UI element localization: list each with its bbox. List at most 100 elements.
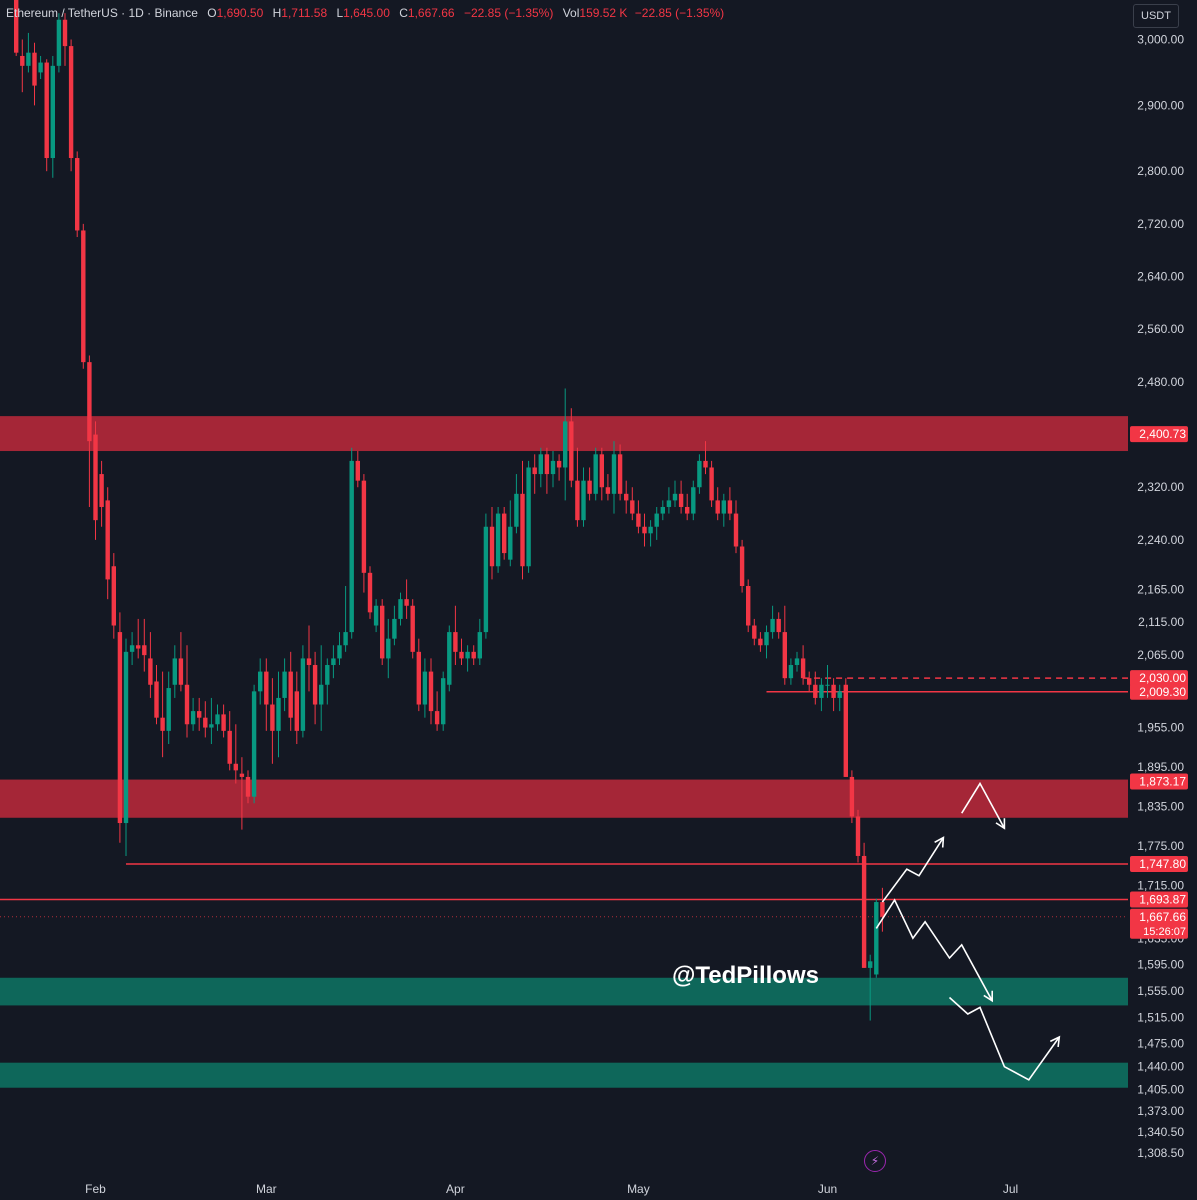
projection-arrowhead-0 (934, 836, 945, 848)
candle-body (178, 658, 184, 685)
open-label: O (207, 6, 217, 20)
candle-body (483, 526, 489, 633)
lightning-bolt-icon[interactable]: ⚡ (864, 1150, 886, 1172)
candle (117, 612, 123, 843)
candle-body (44, 62, 49, 159)
price-label-bg (1130, 855, 1188, 872)
price-label-bg (1130, 773, 1188, 790)
change-value: −22.85 (−1.35%) (463, 6, 554, 20)
candle-body (477, 632, 482, 659)
candle-body (636, 513, 641, 527)
price-label-text: 1,747.80 (1139, 857, 1186, 871)
candle (398, 592, 403, 626)
candle-body (264, 671, 269, 705)
candle (294, 671, 299, 745)
candle (386, 618, 391, 679)
candle (441, 671, 446, 731)
candle-body (514, 493, 519, 527)
candle-body (605, 487, 611, 494)
candle-body (575, 480, 580, 521)
close-label: C (399, 6, 408, 20)
candle (654, 506, 659, 540)
candle (538, 447, 543, 488)
y-tick-label: 1,715.00 (1137, 879, 1184, 893)
candle (697, 454, 702, 494)
candle-body (355, 460, 360, 481)
candle-body (648, 526, 653, 534)
candle-body (672, 493, 678, 501)
candle (593, 447, 598, 501)
price-axis[interactable]: 3,000.00 2,900.00 2,800.00 2,720.00 2,640.00… (1137, 33, 1184, 1161)
candle-body (807, 678, 812, 685)
volume-value: 159.52 K (579, 6, 628, 20)
candle (81, 223, 86, 369)
candle (178, 632, 184, 692)
y-tick-label: 2,640.00 (1137, 270, 1184, 284)
candle-body (380, 605, 385, 659)
candle (203, 701, 208, 738)
candle-body (727, 500, 733, 514)
x-tick-label: Mar (256, 1182, 277, 1196)
candle-body (624, 493, 629, 501)
candle (197, 697, 202, 731)
candle-body (136, 645, 141, 649)
candle (20, 39, 25, 93)
candle (471, 645, 476, 666)
candle-body (105, 500, 110, 580)
candle-body (300, 658, 306, 731)
candle-body (550, 460, 556, 475)
candle (849, 770, 855, 824)
candle-body (227, 730, 232, 764)
candle (32, 42, 37, 106)
candle (270, 678, 275, 764)
price-label-bg (1130, 426, 1188, 443)
candle-body (312, 665, 318, 705)
candle (483, 513, 489, 639)
y-tick-label: 1,515.00 (1137, 1010, 1184, 1024)
currency-button[interactable]: USDT (1133, 4, 1179, 28)
candle (75, 151, 80, 238)
levels-layer (0, 677, 1128, 918)
candle-body (617, 454, 623, 494)
candle (648, 520, 653, 547)
candle (111, 553, 116, 639)
price-label-text: 1,873.17 (1139, 774, 1186, 788)
candle (733, 500, 739, 554)
candle-body (239, 773, 245, 777)
candle-body (270, 704, 275, 731)
time-axis[interactable]: Feb Mar Apr May Jun Jul (85, 1182, 1018, 1196)
candle (563, 388, 568, 501)
candle-body (221, 714, 226, 731)
candle (251, 684, 257, 804)
candle-body (319, 684, 324, 705)
symbol-legend: Ethereum / TetherUS · 1D · Binance O1,69… (6, 6, 724, 20)
candle (599, 447, 604, 501)
y-tick-label: 2,560.00 (1137, 322, 1184, 336)
candle (312, 651, 318, 725)
candle (764, 625, 769, 659)
candle (56, 13, 62, 73)
candle (410, 599, 415, 659)
candle (581, 467, 586, 527)
candle (880, 887, 885, 932)
y-tick-label: 1,835.00 (1137, 800, 1184, 814)
symbol-title[interactable]: Ethereum / TetherUS · 1D · Binance (6, 6, 198, 20)
y-tick-label: 2,165.00 (1137, 582, 1184, 596)
candle-body (190, 711, 196, 725)
y-tick-label: 1,555.00 (1137, 984, 1184, 998)
projection-arrowhead-2 (983, 990, 994, 1003)
candle-body (746, 586, 751, 626)
candle-body (776, 618, 781, 633)
candle-body (276, 697, 281, 731)
candle-body (392, 618, 397, 639)
candle (26, 32, 31, 73)
candle-body (697, 460, 702, 488)
candle (569, 408, 574, 488)
candle (62, 13, 68, 66)
candle (843, 678, 848, 777)
x-tick-label: Apr (446, 1182, 465, 1196)
candle (184, 645, 190, 738)
candle (93, 421, 98, 540)
projection-arrowhead-3 (1049, 1035, 1061, 1048)
